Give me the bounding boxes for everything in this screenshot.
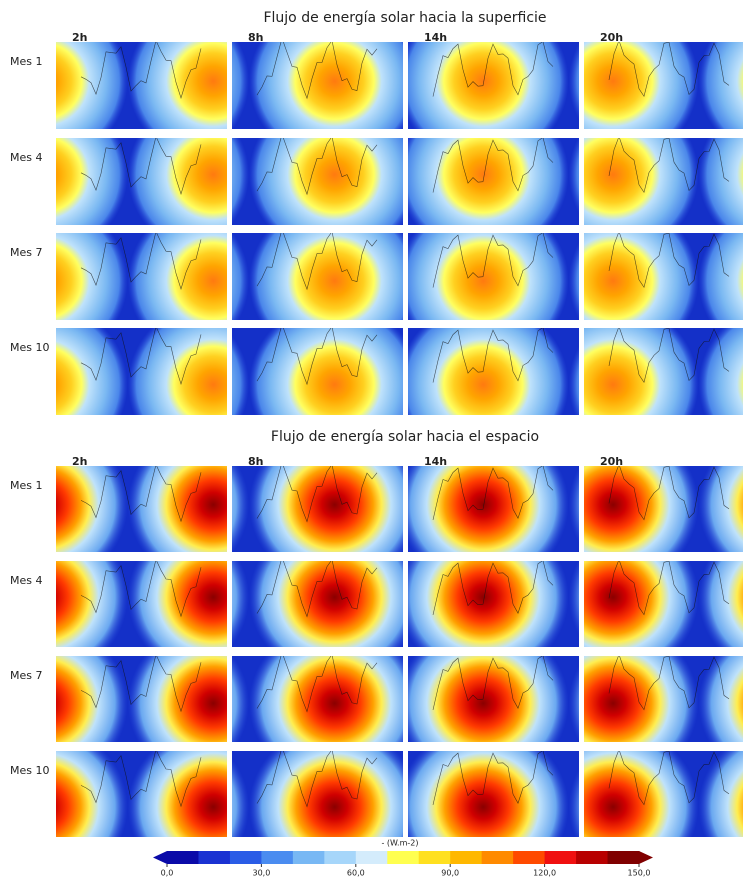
row-label: Mes 10 <box>10 341 49 354</box>
row-label: Mes 1 <box>10 479 42 492</box>
colorbar-bin <box>261 851 293 864</box>
colorbar-tick-label: 90,0 <box>441 869 459 878</box>
row-label: Mes 10 <box>10 764 49 777</box>
colorbar-label: - (W.m-2) <box>382 839 419 848</box>
colorbar-bin <box>545 851 577 864</box>
row-label: Mes 1 <box>10 55 42 68</box>
colorbar-tick-label: 0,0 <box>161 869 174 878</box>
colorbar-bin <box>576 851 608 864</box>
figure: Flujo de energía solar hacia la superfic… <box>0 0 743 880</box>
colorbar-arrow-right <box>639 851 653 864</box>
colorbar-bin <box>324 851 356 864</box>
colorbar-bin <box>356 851 388 864</box>
row-label: Mes 7 <box>10 669 42 682</box>
row-label: Mes 4 <box>10 151 42 164</box>
colorbar-bin <box>387 851 419 864</box>
colorbar-bin <box>230 851 262 864</box>
section-title: Flujo de energía solar hacia el espacio <box>271 429 539 445</box>
sunlit-area <box>0 302 128 467</box>
colorbar-bin <box>419 851 451 864</box>
colorbar-tick-label: 30,0 <box>252 869 270 878</box>
sunlit-area <box>0 725 128 880</box>
colorbar-arrow-left <box>153 851 167 864</box>
colorbar-bin <box>482 851 514 864</box>
colorbar-tick-label: 150,0 <box>628 869 651 878</box>
colorbar-bin <box>513 851 545 864</box>
colorbar-bin <box>293 851 325 864</box>
colorbar-bin <box>450 851 482 864</box>
colorbar-bin <box>608 851 640 864</box>
row-label: Mes 7 <box>10 246 42 259</box>
colorbar-tick-label: 60,0 <box>347 869 365 878</box>
colorbar-bin <box>198 851 230 864</box>
colorbar-tick-label: 120,0 <box>533 869 556 878</box>
row-label: Mes 4 <box>10 574 42 587</box>
section-title: Flujo de energía solar hacia la superfic… <box>263 10 546 26</box>
sunlit-area <box>699 302 743 467</box>
sunlit-area <box>699 725 743 880</box>
colorbar-bin <box>167 851 199 864</box>
